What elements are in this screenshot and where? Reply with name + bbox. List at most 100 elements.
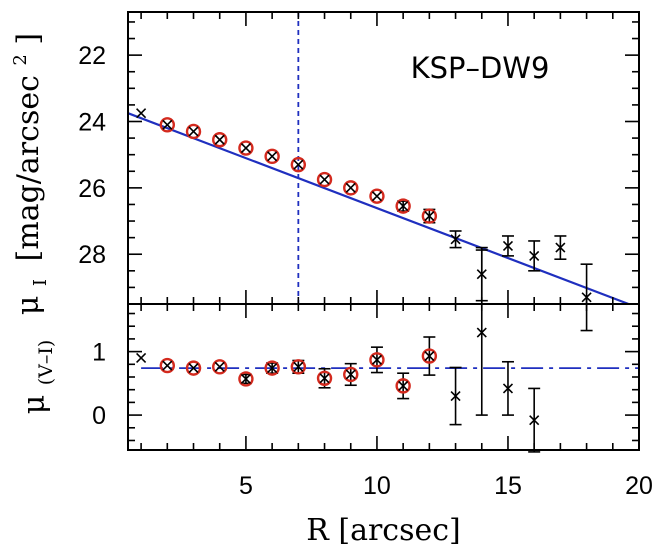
data-point bbox=[501, 360, 514, 416]
top-y-tick-label: 26 bbox=[78, 175, 106, 203]
data-point bbox=[475, 249, 488, 416]
data-point bbox=[369, 188, 385, 204]
x-marker bbox=[319, 174, 330, 185]
x-marker bbox=[450, 234, 461, 245]
data-point bbox=[528, 387, 541, 453]
data-point bbox=[238, 140, 254, 156]
data-point bbox=[395, 372, 411, 400]
data-point bbox=[212, 359, 228, 375]
x-marker bbox=[214, 361, 225, 372]
circle-marker bbox=[369, 188, 385, 204]
bottom-y-ticks: 01 bbox=[92, 312, 639, 442]
data-point bbox=[449, 230, 462, 249]
x-marker bbox=[398, 201, 409, 212]
x-marker bbox=[345, 182, 356, 193]
circle-marker bbox=[238, 371, 254, 387]
x-marker bbox=[188, 363, 199, 374]
top-y-tick-label: 28 bbox=[78, 241, 106, 269]
x-marker bbox=[267, 363, 278, 374]
bottom-y-axis-label: μ (V–I) bbox=[17, 340, 57, 415]
x-marker bbox=[319, 373, 330, 384]
x-tick-label: 15 bbox=[494, 472, 522, 500]
x-axis-ticks: 5 10 15 20 bbox=[140, 12, 653, 500]
x-marker bbox=[476, 327, 487, 338]
top-ylabel-close: ] bbox=[11, 33, 46, 45]
svg-text:μ I [mag/arcsec: μ I [mag/arcsec 2 ] bbox=[0, 33, 54, 315]
data-point bbox=[528, 240, 541, 272]
top-panel: 22 24 26 28 KSP–DW9 bbox=[78, 11, 640, 332]
x-marker bbox=[162, 119, 173, 130]
data-point bbox=[185, 123, 202, 140]
x-marker bbox=[214, 134, 225, 145]
circle-marker bbox=[421, 348, 438, 364]
x-marker bbox=[450, 390, 461, 402]
circle-marker bbox=[185, 123, 202, 140]
bottom-panel: 01 bbox=[92, 249, 640, 453]
galaxy-annotation: KSP–DW9 bbox=[411, 51, 550, 85]
bottom-ylabel-sub: (V–I) bbox=[35, 340, 57, 386]
circle-marker bbox=[264, 148, 280, 165]
top-y-tick-label: 24 bbox=[78, 109, 106, 137]
x-marker bbox=[188, 126, 199, 137]
x-marker bbox=[502, 240, 514, 251]
circle-marker bbox=[421, 208, 438, 224]
x-marker bbox=[293, 361, 304, 372]
x-marker bbox=[240, 142, 251, 154]
bottom-axes-frame bbox=[127, 303, 640, 451]
x-marker bbox=[398, 380, 409, 391]
top-y-ticks: 22 24 26 28 bbox=[78, 21, 639, 305]
x-marker bbox=[162, 360, 173, 371]
circle-marker bbox=[369, 352, 385, 368]
bottom-ylabel-symbol: μ bbox=[17, 395, 52, 415]
circle-marker bbox=[343, 366, 359, 383]
top-y-tick-label: 22 bbox=[78, 42, 106, 70]
top-ylabel-symbol: μ bbox=[11, 296, 46, 316]
x-marker bbox=[529, 415, 540, 426]
circle-marker bbox=[395, 378, 411, 394]
x-marker bbox=[293, 159, 304, 170]
circle-marker bbox=[238, 140, 254, 156]
x-tick-label: 20 bbox=[625, 472, 653, 500]
x-marker bbox=[555, 242, 566, 253]
circle-marker bbox=[290, 156, 307, 173]
x-marker bbox=[529, 250, 540, 261]
data-point bbox=[290, 156, 307, 173]
top-axes-frame bbox=[127, 11, 640, 305]
top-ylabel-unit: [mag/arcsec bbox=[11, 75, 46, 261]
circle-marker bbox=[159, 357, 176, 374]
data-point bbox=[185, 360, 202, 376]
circle-marker bbox=[159, 117, 176, 133]
x-tick-label: 10 bbox=[363, 472, 391, 500]
data-point bbox=[316, 171, 333, 188]
data-point bbox=[316, 367, 333, 389]
data-point bbox=[395, 198, 411, 214]
data-point bbox=[343, 362, 359, 387]
circle-marker bbox=[290, 359, 307, 375]
data-point bbox=[421, 208, 438, 224]
data-point bbox=[238, 371, 254, 387]
data-point bbox=[159, 117, 176, 133]
data-point bbox=[449, 366, 462, 426]
data-point bbox=[554, 235, 567, 261]
sersic-fit-line bbox=[127, 112, 629, 306]
x-marker bbox=[424, 350, 435, 362]
data-point bbox=[264, 148, 280, 165]
circle-marker bbox=[395, 198, 411, 214]
data-point bbox=[159, 357, 176, 374]
x-marker bbox=[267, 151, 278, 162]
circle-marker bbox=[264, 360, 280, 376]
x-marker bbox=[424, 211, 435, 222]
x-marker bbox=[502, 383, 514, 394]
x-tick-label: 5 bbox=[239, 472, 253, 500]
circle-marker bbox=[316, 370, 333, 386]
circle-marker bbox=[212, 132, 228, 148]
x-marker bbox=[345, 369, 356, 380]
circle-marker bbox=[343, 180, 359, 196]
data-point bbox=[343, 180, 359, 196]
x-marker bbox=[136, 108, 147, 119]
data-point bbox=[421, 336, 438, 376]
x-marker bbox=[136, 352, 147, 364]
top-ylabel-sup: 2 bbox=[10, 54, 31, 65]
top-y-axis-label: μ I [mag/arcsec 2 ] bbox=[0, 33, 54, 315]
